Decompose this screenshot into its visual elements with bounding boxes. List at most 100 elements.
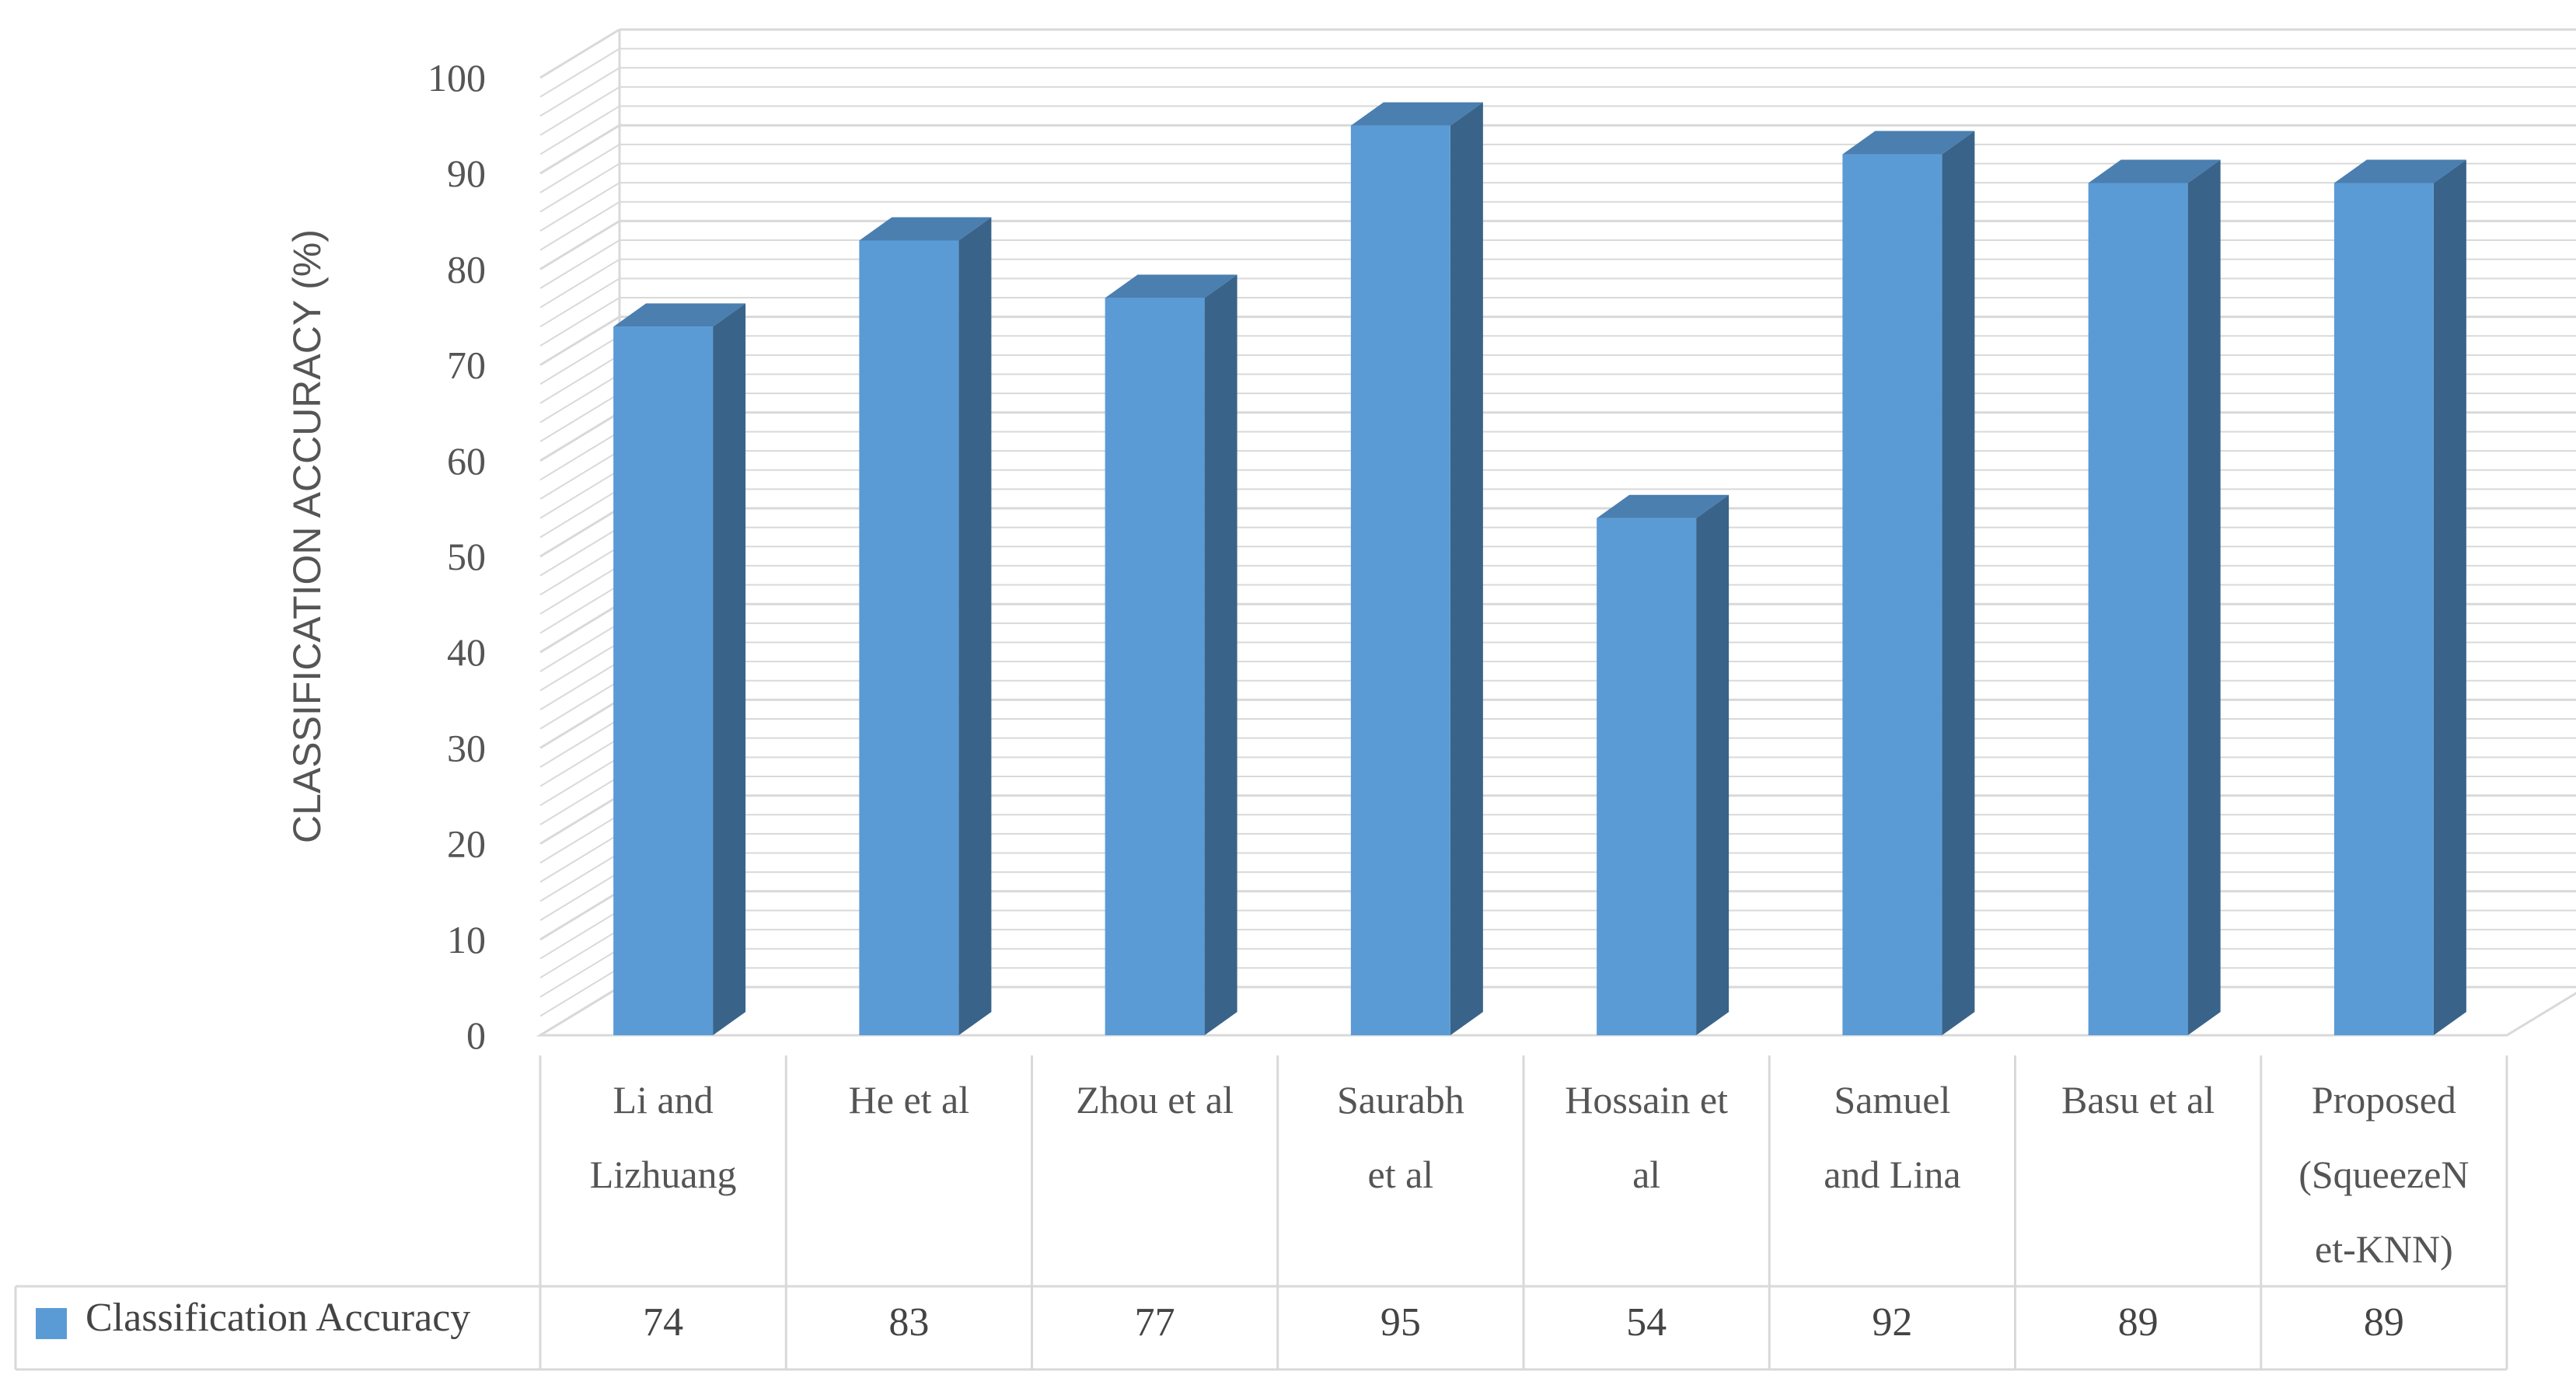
side-gridline bbox=[539, 335, 620, 385]
side-gridline bbox=[539, 718, 620, 768]
floor bbox=[536, 986, 2576, 1037]
y-tick-label: 100 bbox=[428, 56, 486, 99]
side-gridline bbox=[539, 661, 620, 710]
y-tick-label: 90 bbox=[447, 152, 486, 195]
side-gridline bbox=[539, 602, 620, 654]
bar bbox=[1350, 102, 1483, 1036]
y-axis: 0 10 20 30 40 50 60 70 80 90 100 bbox=[428, 56, 486, 1057]
bar-side bbox=[1450, 102, 1483, 1036]
side-gridline bbox=[539, 814, 620, 864]
side-gridline bbox=[539, 258, 620, 309]
data-value: 89 bbox=[2118, 1300, 2159, 1345]
data-value: 77 bbox=[1135, 1300, 1175, 1345]
side-gridline bbox=[539, 450, 620, 500]
bar-side bbox=[958, 217, 992, 1036]
bar-side bbox=[1942, 131, 1975, 1035]
bar-side bbox=[713, 303, 746, 1035]
side-gridline bbox=[539, 833, 620, 883]
bar-top bbox=[1842, 131, 1975, 155]
bar-front bbox=[2333, 183, 2434, 1035]
y-tick-label: 0 bbox=[466, 1013, 486, 1057]
side-gridline bbox=[539, 890, 620, 941]
side-gridline bbox=[539, 584, 620, 634]
side-gridline bbox=[539, 909, 620, 960]
side-gridline bbox=[539, 794, 620, 845]
side-gridline bbox=[539, 354, 620, 404]
data-value: 95 bbox=[1380, 1300, 1421, 1345]
bar-side bbox=[2433, 159, 2466, 1035]
side-gridline bbox=[539, 162, 620, 213]
legend-label: Classification Accuracy bbox=[86, 1296, 470, 1340]
data-value: 74 bbox=[643, 1300, 683, 1345]
side-gridline bbox=[539, 488, 620, 539]
side-gridline bbox=[539, 546, 620, 596]
bar-top bbox=[1105, 274, 1237, 298]
data-value: 89 bbox=[2364, 1300, 2404, 1345]
chart-walls bbox=[536, 30, 2576, 1037]
side-gridline bbox=[539, 871, 620, 922]
bar bbox=[1105, 274, 1237, 1035]
category-label: He et al bbox=[849, 1078, 969, 1122]
y-tick-label: 50 bbox=[447, 535, 486, 578]
category-label: Basu et al bbox=[2061, 1078, 2215, 1122]
bar bbox=[1597, 494, 1730, 1035]
y-tick-label: 70 bbox=[447, 344, 486, 387]
chart-grid bbox=[539, 28, 2576, 1037]
bar-front bbox=[1105, 298, 1205, 1035]
bar-top bbox=[2088, 159, 2221, 183]
side-gridline bbox=[539, 469, 620, 519]
bar bbox=[2088, 159, 2221, 1035]
bar-side bbox=[2187, 159, 2221, 1035]
data-table: Li and Lizhuang He et al Zhou et al Saurabh e… bbox=[14, 1055, 2508, 1371]
bar-top bbox=[613, 303, 746, 327]
y-tick-label: 20 bbox=[447, 822, 486, 866]
side-gridline bbox=[539, 967, 620, 1017]
bar bbox=[613, 303, 746, 1035]
bar-side bbox=[1204, 274, 1237, 1035]
category-label: Samuel and Lina bbox=[1824, 1078, 1960, 1196]
side-gridline bbox=[539, 776, 620, 825]
category-label: Zhou et al bbox=[1076, 1078, 1234, 1122]
side-gridline bbox=[539, 124, 620, 175]
bar-front bbox=[613, 326, 714, 1035]
side-gridline bbox=[539, 182, 620, 232]
bar bbox=[2333, 159, 2466, 1035]
side-gridline bbox=[539, 67, 620, 117]
y-tick-label: 60 bbox=[447, 439, 486, 483]
side-gridline bbox=[539, 679, 620, 730]
y-tick-label: 30 bbox=[447, 726, 486, 769]
y-tick-label: 40 bbox=[447, 630, 486, 674]
bar-top bbox=[2333, 159, 2466, 183]
side-gridline bbox=[539, 756, 620, 807]
category-label: Saurabh et al bbox=[1337, 1078, 1464, 1196]
side-gridline bbox=[539, 392, 620, 443]
category-label: Li and Lizhuang bbox=[590, 1078, 737, 1196]
side-gridline bbox=[539, 699, 620, 749]
side-gridline bbox=[539, 86, 620, 136]
side-gridline bbox=[539, 526, 620, 577]
data-value: 83 bbox=[888, 1300, 929, 1345]
bar-top bbox=[1350, 102, 1483, 126]
side-gridline bbox=[539, 431, 620, 481]
side-gridline bbox=[539, 239, 620, 289]
side-gridline bbox=[539, 220, 620, 270]
side-gridline bbox=[539, 201, 620, 251]
side-gridline bbox=[539, 373, 620, 424]
bar-top bbox=[1597, 494, 1730, 518]
side-gridline bbox=[539, 28, 620, 79]
side-gridline bbox=[539, 947, 620, 998]
side-gridline bbox=[539, 105, 620, 155]
y-axis-title: CLASSIFICATION ACCURACY (%) bbox=[285, 229, 329, 843]
bar-front bbox=[859, 240, 959, 1035]
legend-key bbox=[36, 1308, 67, 1339]
bar-top bbox=[859, 217, 992, 241]
bar bbox=[859, 217, 992, 1036]
side-gridline bbox=[539, 507, 620, 558]
y-tick-label: 10 bbox=[447, 918, 486, 961]
side-gridline bbox=[539, 47, 620, 98]
bar bbox=[1842, 131, 1975, 1035]
category-label: Hossain et al bbox=[1565, 1078, 1728, 1196]
side-gridline bbox=[539, 737, 620, 787]
bars bbox=[613, 102, 2466, 1036]
